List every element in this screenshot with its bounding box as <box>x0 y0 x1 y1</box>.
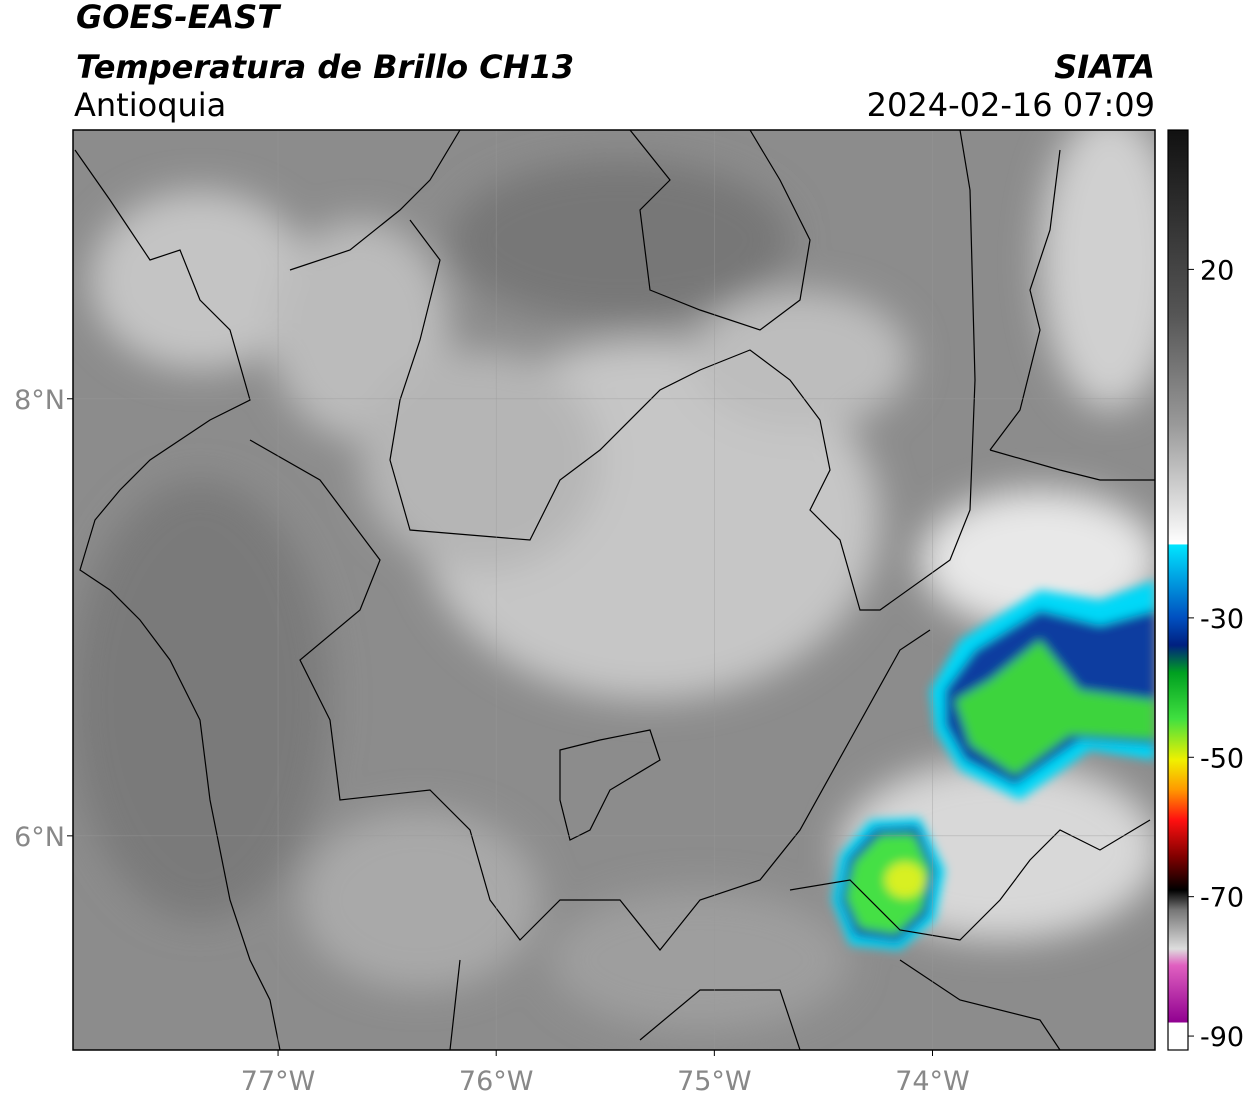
title: GOES-EAST <box>76 0 281 36</box>
y-tick-label: 6°N <box>14 822 65 853</box>
subtitle: Temperatura de Brillo CH13 <box>76 48 574 86</box>
colorbar-tick-label: -70 <box>1200 883 1244 914</box>
colorbar-tick-label: -50 <box>1200 743 1244 774</box>
grid <box>73 130 1155 1050</box>
region: Antioquia <box>74 86 226 124</box>
map-frame <box>72 129 1156 1051</box>
colorbar-tick-label: -30 <box>1200 604 1244 635</box>
colorbar-tick-label: -90 <box>1200 1022 1244 1053</box>
satellite-image <box>73 130 1155 1050</box>
source: SIATA <box>1054 48 1155 86</box>
borders <box>74 130 1155 1050</box>
x-tick-label: 75°W <box>677 1066 752 1097</box>
x-tick-label: 77°W <box>241 1066 316 1097</box>
y-tick-label: 8°N <box>14 385 65 416</box>
x-tick-label: 76°W <box>459 1066 534 1097</box>
colorbar <box>1167 129 1189 1051</box>
colorbar-tick-label: 20 <box>1200 255 1234 286</box>
timestamp: 2024-02-16 07:09 <box>867 86 1155 124</box>
x-tick-label: 74°W <box>895 1066 970 1097</box>
